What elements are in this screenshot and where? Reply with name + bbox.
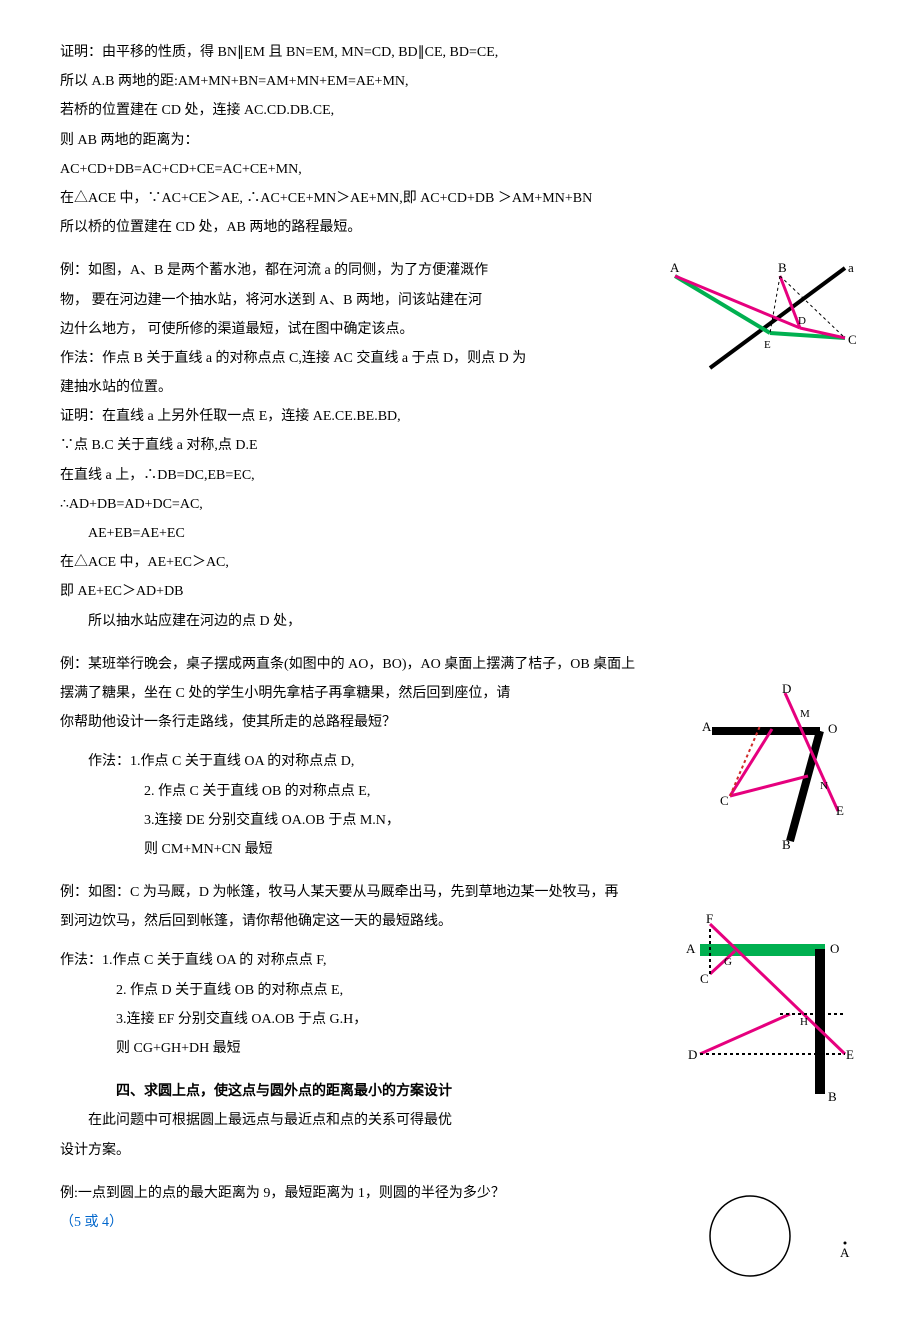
svg-text:A: A [670, 260, 680, 275]
example2-method2: 建抽水站的位置。 [60, 375, 860, 400]
svg-text:D: D [688, 1047, 697, 1062]
svg-text:H: H [800, 1016, 808, 1028]
example4-intro1: 例：如图：C 为马厩，D 为帐篷，牧马人某天要从马厩牵出马，先到草地边某一处牧马… [60, 880, 860, 905]
section4-text1: 在此问题中可根据圆上最远点与最近点和点的关系可得最优 [60, 1108, 860, 1133]
svg-text:F: F [706, 911, 713, 926]
svg-text:A: A [686, 941, 696, 956]
example2-proof3: 在直线 a 上，∴DB=DC,EB=EC, [60, 463, 860, 488]
svg-text:E: E [846, 1047, 854, 1062]
figure-circle: A [690, 1181, 860, 1291]
svg-text:B: B [782, 837, 791, 851]
svg-text:G: G [724, 956, 732, 968]
example3-intro1: 例：某班举行晚会，桌子摆成两直条(如图中的 AO，BO)，AO 桌面上摆满了桔子… [60, 652, 860, 677]
proof1-line5: AC+CD+DB=AC+CD+CE=AC+CE+MN, [60, 157, 860, 182]
example2-proof7: 即 AE+EC＞AD+DB [60, 579, 860, 604]
svg-text:O: O [828, 721, 837, 736]
example2-proof6: 在△ACE 中，AE+EC＞AC, [60, 550, 860, 575]
example2-proof4: ∴AD+DB=AD+DC=AC, [60, 492, 860, 517]
proof1-line2: 所以 A.B 两地的距:AM+MN+BN=AM+MN+EM=AE+MN, [60, 69, 860, 94]
section4-text2: 设计方案。 [60, 1138, 860, 1163]
svg-text:M: M [800, 708, 810, 720]
proof1-line1: 证明：由平移的性质，得 BN∥EM 且 BN=EM, MN=CD, BD∥CE,… [60, 40, 860, 65]
svg-text:C: C [848, 332, 857, 347]
svg-text:D: D [798, 315, 806, 327]
example2-proof2: ∵点 B.C 关于直线 a 对称,点 D.E [60, 433, 860, 458]
svg-text:N: N [820, 780, 828, 792]
svg-text:E: E [836, 803, 844, 818]
proof1-line3: 若桥的位置建在 CD 处，连接 AC.CD.DB.CE, [60, 98, 860, 123]
example2-proof1: 证明：在直线 a 上另外任取一点 E，连接 AE.CE.BE.BD, [60, 404, 860, 429]
proof1-line6: 在△ACE 中，∵AC+CE＞AE, ∴AC+CE+MN＞AE+MN,即 AC+… [60, 186, 860, 211]
svg-text:A: A [840, 1245, 850, 1260]
figure-party: D M O A N C E B [700, 681, 860, 851]
svg-text:O: O [830, 941, 839, 956]
svg-text:D: D [782, 681, 791, 696]
figure-horse: F A O G C H D E B [660, 909, 860, 1109]
proof1-line4: 则 AB 两地的距离为： [60, 128, 860, 153]
proof1-line7: 所以桥的位置建在 CD 处，AB 两地的路程最短。 [60, 215, 860, 240]
svg-text:B: B [828, 1089, 837, 1104]
svg-text:C: C [720, 793, 729, 808]
example2-proof5: AE+EB=AE+EC [60, 521, 860, 546]
svg-text:C: C [700, 971, 709, 986]
svg-text:a: a [848, 260, 854, 275]
figure-reservoir: A B a C D E [670, 258, 860, 378]
svg-text:A: A [702, 719, 712, 734]
example2-proof8: 所以抽水站应建在河边的点 D 处， [60, 609, 860, 634]
svg-text:B: B [778, 260, 787, 275]
svg-text:E: E [764, 339, 771, 351]
